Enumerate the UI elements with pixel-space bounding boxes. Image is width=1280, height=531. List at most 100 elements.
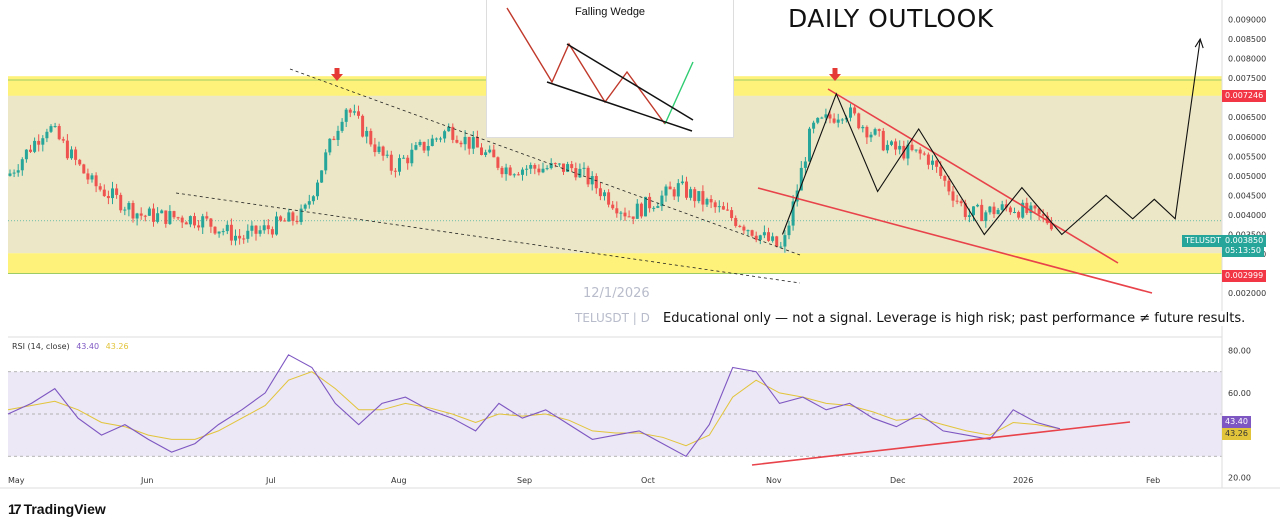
candle-up [246,230,250,239]
candle-down [865,126,869,138]
wedge-lower-line [546,81,693,132]
candle-down [594,176,598,189]
price-tick: 0.005000 [1228,172,1266,181]
candles [8,103,1053,253]
candle-down [82,164,86,174]
candle-down [738,225,742,227]
last-price-tag: 0.003850 [1222,235,1267,247]
candle-up [20,159,24,171]
chart-title: DAILY OUTLOOK [788,4,994,33]
candle-down [361,115,365,137]
candle-down [164,210,168,224]
candle-up [352,111,356,113]
candle-up [808,128,811,162]
candle-up [873,129,877,135]
candle-down [61,139,65,141]
tradingview-brand[interactable]: 17 TradingView [8,501,106,517]
candle-down [980,204,984,222]
candle-up [250,225,254,231]
candle-down [393,170,397,172]
projection-arrowhead [1194,37,1204,49]
candle-up [402,157,406,159]
price-tick: 0.008000 [1228,55,1266,64]
candle-up [8,173,12,176]
candle-up [566,164,570,172]
candle-up [758,235,762,240]
candle-up [906,144,910,159]
candle-up [512,174,516,176]
candle-up [861,126,865,129]
candle-up [783,235,787,247]
candle-up [660,195,664,207]
candle-up [972,206,975,216]
candle-up [49,126,53,132]
candle-up [221,231,225,233]
candle-up [377,146,381,153]
candle-down [955,200,959,202]
candle-up [24,149,28,160]
candle-down [1033,205,1037,209]
candle-up [443,131,447,139]
candle-up [320,170,324,183]
candle-down [623,212,627,217]
candle-down [918,149,922,154]
down-arrow-left-shaft [334,68,340,74]
projection-path [781,39,1201,236]
time-tick: Feb [1146,476,1160,485]
candle-down [713,202,717,208]
candle-down [943,175,947,181]
rsi-ma-line [7,371,1061,447]
candle-up [123,209,127,211]
candle-down [381,146,385,156]
candle-down [373,144,377,153]
candle-up [541,168,545,173]
falling-wedge-inset: Falling Wedge [487,0,733,137]
price-tick: 0.009000 [1228,16,1266,25]
candle-down [205,216,209,219]
candle-down [119,194,123,211]
candle-down [172,211,176,218]
candle-down [213,226,217,234]
price-tick: 0.004000 [1228,211,1266,220]
candle-down [709,199,713,203]
candle-up [287,212,291,222]
candle-down [242,238,246,240]
candle-up [414,145,418,150]
candle-down [152,208,155,222]
candle-up [799,167,803,191]
candle-down [115,188,119,195]
symbol-tag: TELUSDT [1182,235,1224,247]
candle-down [209,218,213,227]
candle-up [705,199,709,205]
candle-down [828,114,832,119]
wedge-upper-line [566,43,694,121]
candle-up [890,141,893,145]
candle-down [939,166,943,176]
candle-up [578,168,582,178]
disclaimer-note: Educational only — not a signal. Leverag… [657,311,1252,326]
candle-down [492,149,496,158]
candle-down [963,203,967,217]
candle-up [984,212,988,222]
support-zone [8,253,1222,274]
candle-up [16,170,20,173]
candle-down [369,130,373,145]
candle-up [262,225,266,231]
rsi-trendline [751,421,1131,466]
price-tick: 0.006000 [1228,133,1266,142]
candle-down [139,213,143,216]
candle-up [340,121,344,131]
candle-up [762,232,766,236]
candle-up [836,119,840,123]
candle-down [106,196,110,199]
candle-down [574,168,578,178]
candle-down [586,167,590,185]
candle-up [824,114,828,118]
candle-down [143,215,147,217]
candle-up [582,167,586,169]
candle-down [648,196,652,209]
candle-up [746,230,750,232]
candle-up [41,138,45,145]
inset-title: Falling Wedge [574,6,646,18]
candle-down [389,154,393,171]
